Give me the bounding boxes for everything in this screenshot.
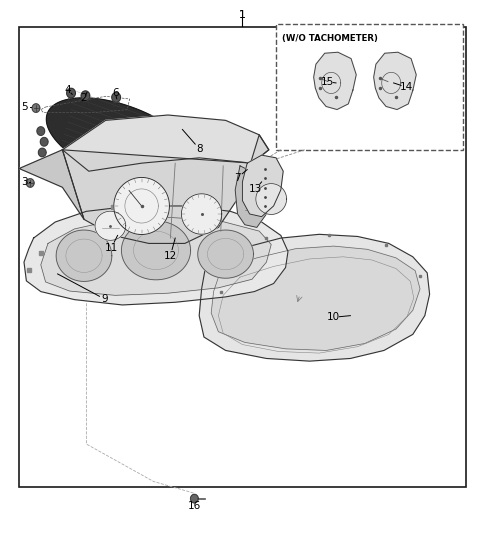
Text: 6: 6: [112, 88, 119, 97]
Text: 7: 7: [234, 173, 241, 182]
Polygon shape: [211, 246, 420, 350]
Polygon shape: [199, 234, 430, 361]
Text: 10: 10: [327, 312, 340, 322]
Text: 9: 9: [101, 294, 108, 304]
Polygon shape: [32, 104, 40, 112]
Text: 3: 3: [21, 177, 27, 187]
Polygon shape: [235, 166, 269, 227]
Text: 1: 1: [239, 10, 246, 20]
Text: 15: 15: [321, 77, 334, 87]
Polygon shape: [38, 148, 46, 157]
Text: 12: 12: [164, 251, 177, 261]
Polygon shape: [24, 206, 288, 305]
Polygon shape: [114, 178, 169, 234]
Polygon shape: [95, 211, 126, 240]
Polygon shape: [19, 150, 84, 219]
Polygon shape: [67, 88, 75, 98]
Text: 16: 16: [188, 501, 201, 510]
Polygon shape: [242, 155, 283, 217]
Text: 1: 1: [239, 10, 246, 20]
Text: 8: 8: [196, 144, 203, 154]
Polygon shape: [81, 91, 90, 101]
Polygon shape: [47, 98, 198, 186]
Text: 4: 4: [65, 85, 72, 95]
Polygon shape: [181, 194, 222, 234]
Text: 13: 13: [249, 184, 263, 194]
Text: 5: 5: [21, 102, 27, 112]
Polygon shape: [256, 184, 287, 215]
Polygon shape: [40, 137, 48, 146]
Bar: [276, 24, 463, 150]
Polygon shape: [191, 494, 198, 503]
Text: 14: 14: [400, 82, 413, 92]
Polygon shape: [62, 115, 269, 171]
Polygon shape: [56, 230, 112, 281]
Polygon shape: [198, 230, 253, 278]
Polygon shape: [112, 93, 120, 102]
Polygon shape: [121, 221, 191, 280]
Polygon shape: [37, 127, 45, 135]
Polygon shape: [373, 52, 416, 110]
Polygon shape: [41, 217, 271, 295]
Bar: [19, 27, 466, 487]
Text: 2: 2: [81, 93, 87, 103]
Polygon shape: [26, 179, 34, 187]
Text: (W/O TACHOMETER): (W/O TACHOMETER): [282, 34, 378, 43]
Polygon shape: [313, 52, 356, 110]
Text: 11: 11: [105, 243, 118, 253]
Polygon shape: [62, 135, 269, 243]
